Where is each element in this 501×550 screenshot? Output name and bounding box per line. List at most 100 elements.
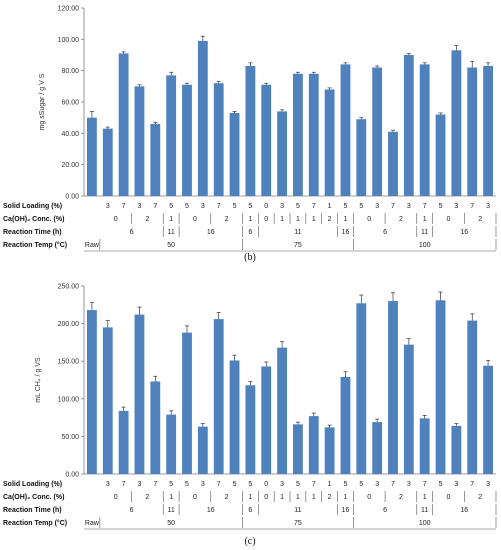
concentration-cell: 0 <box>447 216 451 223</box>
concentration-cell: 2 <box>145 216 149 223</box>
bar <box>197 40 208 197</box>
table-row-label: Reaction Time (h) <box>3 507 62 514</box>
concentration-cell: 1 <box>296 216 300 223</box>
y-tick-label: 20.00 <box>61 162 79 169</box>
solid-loading-cell: 3 <box>106 203 110 210</box>
solid-loading-cell: 5 <box>169 481 173 488</box>
bar <box>261 84 272 196</box>
bar <box>229 360 240 474</box>
reaction-time-cell: 6 <box>383 507 387 514</box>
solid-loading-cell: 3 <box>454 481 458 488</box>
bar <box>451 425 462 474</box>
solid-loading-cell: 3 <box>280 203 284 210</box>
solid-loading-cell: 7 <box>312 481 316 488</box>
bar <box>166 75 177 196</box>
bar <box>403 344 414 474</box>
table-row-label: Reaction Temp (°C) <box>3 519 67 527</box>
solid-loading-cell: 5 <box>344 203 348 210</box>
bar <box>118 410 129 474</box>
solid-loading-cell: 7 <box>470 481 474 488</box>
solid-loading-cell: 3 <box>201 203 205 210</box>
concentration-cell: 2 <box>225 494 229 501</box>
concentration-cell: 0 <box>264 494 268 501</box>
concentration-cell: 1 <box>312 216 316 223</box>
y-tick-label: 60.00 <box>61 100 79 107</box>
reaction-time-cell: 11 <box>168 507 175 514</box>
solid-loading-cell: 3 <box>407 203 411 210</box>
reaction-time-cell: 16 <box>342 507 350 514</box>
solid-loading-cell: 3 <box>454 203 458 210</box>
concentration-cell: 1 <box>423 494 427 501</box>
solid-loading-cell: 7 <box>423 203 427 210</box>
solid-loading-cell: 3 <box>486 203 490 210</box>
y-tick-label: 40.00 <box>61 131 79 138</box>
concentration-cell: 2 <box>478 494 482 501</box>
solid-loading-cell: 5 <box>233 203 237 210</box>
reaction-temp-cell: Raw <box>85 242 100 249</box>
reaction-time-cell: 6 <box>248 229 252 236</box>
solid-loading-cell: 0 <box>264 481 268 488</box>
solid-loading-cell: 5 <box>248 481 252 488</box>
y-tick-label: 250.00 <box>58 284 80 291</box>
y-tick-label: 200.00 <box>58 321 80 328</box>
concentration-cell: 1 <box>344 494 348 501</box>
reaction-time-cell: 16 <box>460 229 468 236</box>
bar <box>403 55 414 196</box>
reaction-time-cell: 16 <box>342 229 350 236</box>
reaction-temp-cell: 50 <box>167 520 175 527</box>
reaction-temp-cell: 100 <box>419 242 431 249</box>
concentration-cell: 2 <box>478 216 482 223</box>
concentration-cell: 1 <box>312 494 316 501</box>
bar <box>213 319 224 474</box>
bar <box>419 418 430 474</box>
reaction-time-cell: 16 <box>460 507 468 514</box>
reaction-time-cell: 11 <box>421 229 428 236</box>
reaction-time-cell: 6 <box>130 229 134 236</box>
bar <box>308 416 319 474</box>
reaction-temp-cell: 50 <box>167 242 175 249</box>
bar <box>150 381 161 474</box>
bar <box>435 114 446 196</box>
solid-loading-cell: 3 <box>407 481 411 488</box>
bar <box>150 123 161 196</box>
panel-label: (c) <box>244 536 255 547</box>
solid-loading-cell: 3 <box>486 481 490 488</box>
solid-loading-cell: 3 <box>375 481 379 488</box>
reaction-temp-cell: 100 <box>419 520 431 527</box>
concentration-cell: 2 <box>399 216 403 223</box>
solid-loading-cell: 5 <box>296 203 300 210</box>
bar <box>182 332 192 474</box>
bar <box>324 89 335 196</box>
bar <box>467 320 478 474</box>
y-tick-label: 150.00 <box>58 359 80 366</box>
bar <box>340 64 351 197</box>
y-axis-label: mL CH₄ / g VS <box>35 357 42 403</box>
table-row-label: Ca(OH)₂ Conc. (%) <box>3 216 64 223</box>
concentration-cell: 1 <box>280 494 284 501</box>
concentration-cell: 1 <box>248 494 252 501</box>
bar <box>467 67 478 197</box>
concentration-cell: 1 <box>169 494 173 501</box>
concentration-cell: 0 <box>114 216 118 223</box>
y-tick-label: 100.00 <box>58 37 80 44</box>
reaction-time-cell: 16 <box>207 229 215 236</box>
bar <box>293 73 303 196</box>
bar <box>182 84 192 196</box>
bar <box>372 67 383 197</box>
concentration-cell: 0 <box>193 494 197 501</box>
solid-loading-cell: 7 <box>470 203 474 210</box>
bar <box>87 117 97 196</box>
bar <box>166 414 177 474</box>
reaction-time-cell: 6 <box>130 507 134 514</box>
bar <box>261 366 272 474</box>
y-axis-label: mg sSugar / g V S <box>39 73 46 130</box>
solid-loading-cell: 7 <box>391 481 395 488</box>
reaction-time-cell: 11 <box>168 229 175 236</box>
bar <box>419 64 430 197</box>
chart-panel-b: 0.00 20.00 40.00 60.00 80.00 100.00 120.00 mg s… <box>3 6 497 263</box>
table-row-label: Reaction Time (h) <box>3 229 62 236</box>
solid-loading-cell: 7 <box>423 481 427 488</box>
solid-loading-cell: 0 <box>264 203 268 210</box>
solid-loading-cell: 5 <box>248 203 252 210</box>
